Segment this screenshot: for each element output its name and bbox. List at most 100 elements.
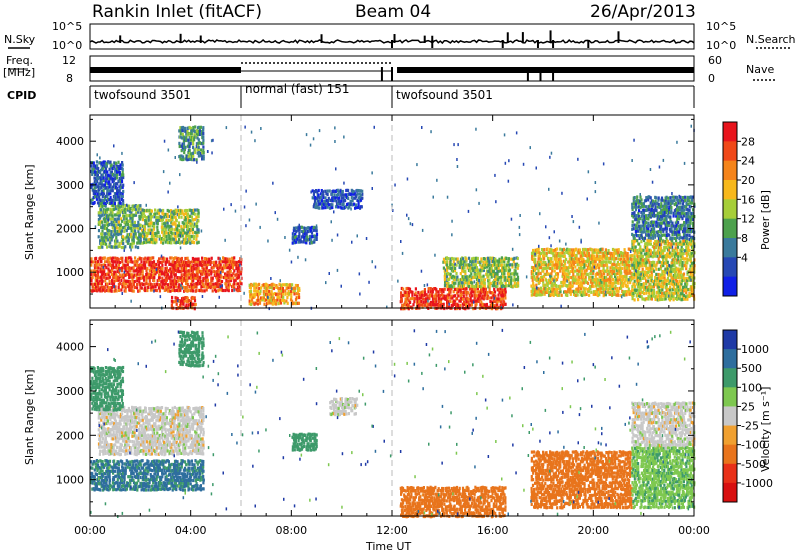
nsearch-tick-top: 10^5 <box>706 20 736 33</box>
data-cell <box>572 284 574 287</box>
data-cell <box>198 267 200 270</box>
data-cell <box>674 292 676 295</box>
data-cell <box>161 267 163 270</box>
data-cell <box>191 132 193 135</box>
data-cell <box>537 269 539 272</box>
data-cell <box>358 189 360 192</box>
data-cell <box>653 292 655 295</box>
data-cell <box>673 298 675 301</box>
data-cell <box>122 184 124 187</box>
data-cell <box>107 208 109 211</box>
data-cell <box>142 215 144 218</box>
data-cell <box>628 264 630 267</box>
data-cell <box>118 221 120 224</box>
data-cell <box>457 279 459 282</box>
data-cell <box>666 292 668 295</box>
data-cell <box>540 266 542 269</box>
data-cell <box>106 170 108 173</box>
data-cell <box>119 274 121 277</box>
data-cell <box>550 257 552 260</box>
data-cell <box>118 217 120 220</box>
data-cell <box>180 132 182 135</box>
cpid-segment-label: normal (fast) 151 <box>245 82 349 96</box>
data-cell <box>167 241 169 244</box>
data-cell <box>556 288 558 291</box>
data-cell <box>90 273 92 276</box>
data-cell <box>450 273 452 276</box>
data-cell <box>192 142 194 145</box>
data-cell <box>632 297 634 300</box>
data-cell <box>358 203 360 206</box>
data-cell <box>145 222 147 225</box>
data-cell <box>484 278 486 281</box>
data-cell <box>564 255 566 258</box>
data-cell <box>360 193 362 196</box>
data-cell <box>109 161 111 164</box>
data-cell <box>277 287 279 290</box>
data-cell <box>233 256 235 259</box>
data-cell <box>465 300 467 303</box>
data-cell <box>438 297 440 300</box>
data-cell <box>504 296 506 299</box>
data-cell <box>184 127 186 130</box>
data-cell <box>355 203 357 206</box>
data-cell <box>453 285 455 288</box>
data-cell <box>103 176 105 179</box>
data-cell <box>108 229 110 232</box>
data-cell <box>596 255 598 258</box>
data-cell <box>577 293 579 296</box>
data-cell <box>484 282 486 285</box>
data-cell <box>97 266 99 269</box>
data-cell <box>221 280 223 283</box>
data-cell <box>221 276 223 279</box>
data-cell <box>156 235 158 238</box>
data-cell <box>276 298 278 301</box>
data-cell <box>101 277 103 280</box>
data-cell <box>177 279 179 282</box>
data-cell <box>90 164 92 167</box>
data-cell <box>598 293 600 296</box>
data-cell <box>143 276 145 279</box>
data-cell <box>543 267 545 270</box>
data-cell <box>353 203 355 206</box>
data-cell <box>647 295 649 298</box>
data-cell <box>463 301 465 304</box>
data-cell <box>144 266 146 269</box>
data-cell <box>472 307 474 310</box>
data-cell <box>116 176 118 179</box>
data-cell <box>517 276 519 279</box>
data-cell <box>509 269 511 272</box>
data-cell <box>192 279 194 282</box>
data-cell <box>350 200 352 203</box>
data-cell <box>152 256 154 259</box>
data-cell <box>511 263 513 266</box>
data-cell <box>676 249 678 252</box>
data-cell <box>683 276 685 279</box>
data-cell <box>517 281 519 284</box>
data-cell <box>176 219 178 222</box>
data-cell <box>427 290 429 293</box>
data-cell <box>98 229 100 232</box>
data-cell <box>618 282 620 285</box>
data-cell <box>105 266 107 269</box>
data-cell <box>493 288 495 291</box>
data-cell <box>291 283 293 286</box>
data-cell <box>642 271 644 274</box>
data-cell <box>480 285 482 288</box>
data-cell <box>166 238 168 241</box>
data-cell <box>636 258 638 261</box>
data-cell <box>546 252 548 255</box>
data-cell <box>563 248 565 251</box>
data-cell <box>153 276 155 279</box>
data-cell <box>460 272 462 275</box>
cpid-segment-label: twofsound 3501 <box>396 88 493 102</box>
data-cell <box>120 223 122 226</box>
data-cell <box>174 289 176 292</box>
data-cell <box>603 260 605 263</box>
data-cell <box>634 255 636 258</box>
data-cell <box>564 252 566 255</box>
data-cell <box>229 283 231 286</box>
data-cell <box>613 270 615 273</box>
data-cell <box>166 260 168 263</box>
data-cell <box>653 270 655 273</box>
